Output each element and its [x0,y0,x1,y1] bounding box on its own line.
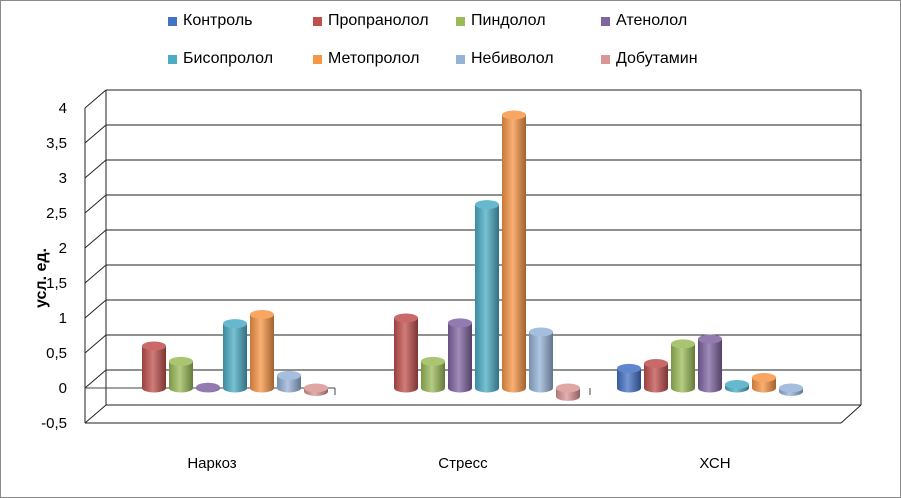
bar [617,363,641,393]
legend-label: Пропранолол [328,12,429,29]
legend-swatch [168,54,177,64]
legend-item: Бисопролол [168,50,273,68]
bar [223,319,247,393]
legend-swatch [456,16,465,26]
legend-swatch [313,54,322,64]
legend-label: Небиволол [471,50,554,67]
legend-item: Пропранолол [313,12,429,30]
bar [169,356,193,393]
y-tick-label: 0,5 [46,345,67,362]
x-category-label: Наркоз [187,455,236,472]
x-category-label: Стресс [438,455,488,472]
bar [304,383,328,396]
legend-swatch [601,16,610,26]
y-tick-label: 4 [59,100,67,117]
bar [502,110,526,393]
legend-label: Метопролол [328,50,420,67]
legend-label: Пиндолол [471,12,546,29]
bar [779,383,803,396]
bar [644,359,668,393]
gridline-side [84,89,107,109]
legend-item: Атенолол [601,12,687,30]
legend: Контроль Пропранолол Пиндолол Атенолол Бисоп… [0,0,901,90]
legend-item: Пиндолол [456,12,546,30]
bar [394,313,419,393]
gridline-side [84,404,107,424]
chart-grid [84,89,862,424]
y-tick-label: -0,5 [41,415,67,432]
y-tick-label: 1,5 [46,275,67,292]
x-category-label: ХСН [699,455,730,472]
bar [142,341,166,393]
x-axis-categories: Наркоз Стресс ХСН [187,455,730,472]
bar [277,370,301,393]
legend-swatch [601,54,610,64]
gridline-side [84,299,107,319]
bar [421,356,446,393]
legend-label: Добутамин [616,50,698,67]
legend-label: Бисопролол [183,50,274,67]
chart-bars [142,110,803,401]
gridline-side [84,159,107,179]
legend-swatch [456,54,465,64]
y-tick-label: 2 [59,240,67,257]
y-tick-label: 0 [59,380,67,397]
legend-label: Контроль [183,12,253,29]
y-tick-label: 3,5 [46,135,67,152]
legend-item: Метопролол [313,50,419,68]
bar [752,373,776,393]
y-tick-label: 1 [59,310,67,327]
bar [250,310,274,393]
bar [725,380,749,393]
y-axis-ticks: -0,5 0 0,5 1 1,5 2 2,5 3 3,5 4 [41,100,67,432]
gridline-side [84,369,107,389]
gridline-side [84,124,107,144]
gridline-side [84,334,107,354]
bar [698,334,722,393]
y-axis-label: усл. ед. [33,248,50,308]
bar [196,382,220,393]
legend-item: Контроль [168,12,253,30]
legend-label: Атенолол [616,12,688,29]
gridline-side [84,264,107,284]
bar [529,327,553,393]
bar [475,200,500,393]
y-tick-label: 2,5 [46,205,67,222]
floor-right-edge [840,404,862,424]
bar [671,339,695,393]
gridline-side [84,229,107,249]
legend-item: Добутамин [601,50,698,68]
bar [448,318,473,393]
bar [556,383,580,401]
y-tick-label: 3 [59,170,67,187]
legend-item: Небиволол [456,50,554,68]
gridline-side [84,194,107,214]
legend-swatch [313,16,322,26]
legend-swatch [168,16,177,26]
